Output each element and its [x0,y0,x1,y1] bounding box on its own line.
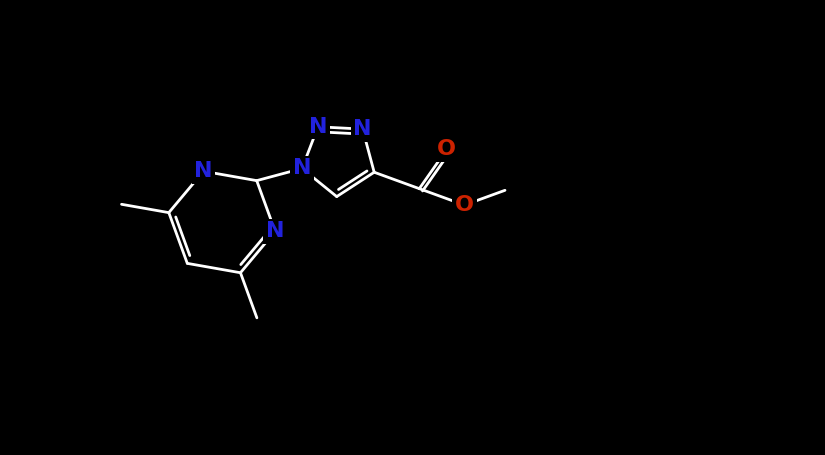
Text: O: O [455,195,474,215]
Text: N: N [293,158,311,178]
Text: N: N [194,161,213,181]
Text: N: N [309,117,328,137]
Text: O: O [437,139,456,159]
Text: N: N [353,119,372,139]
Text: N: N [266,222,285,241]
